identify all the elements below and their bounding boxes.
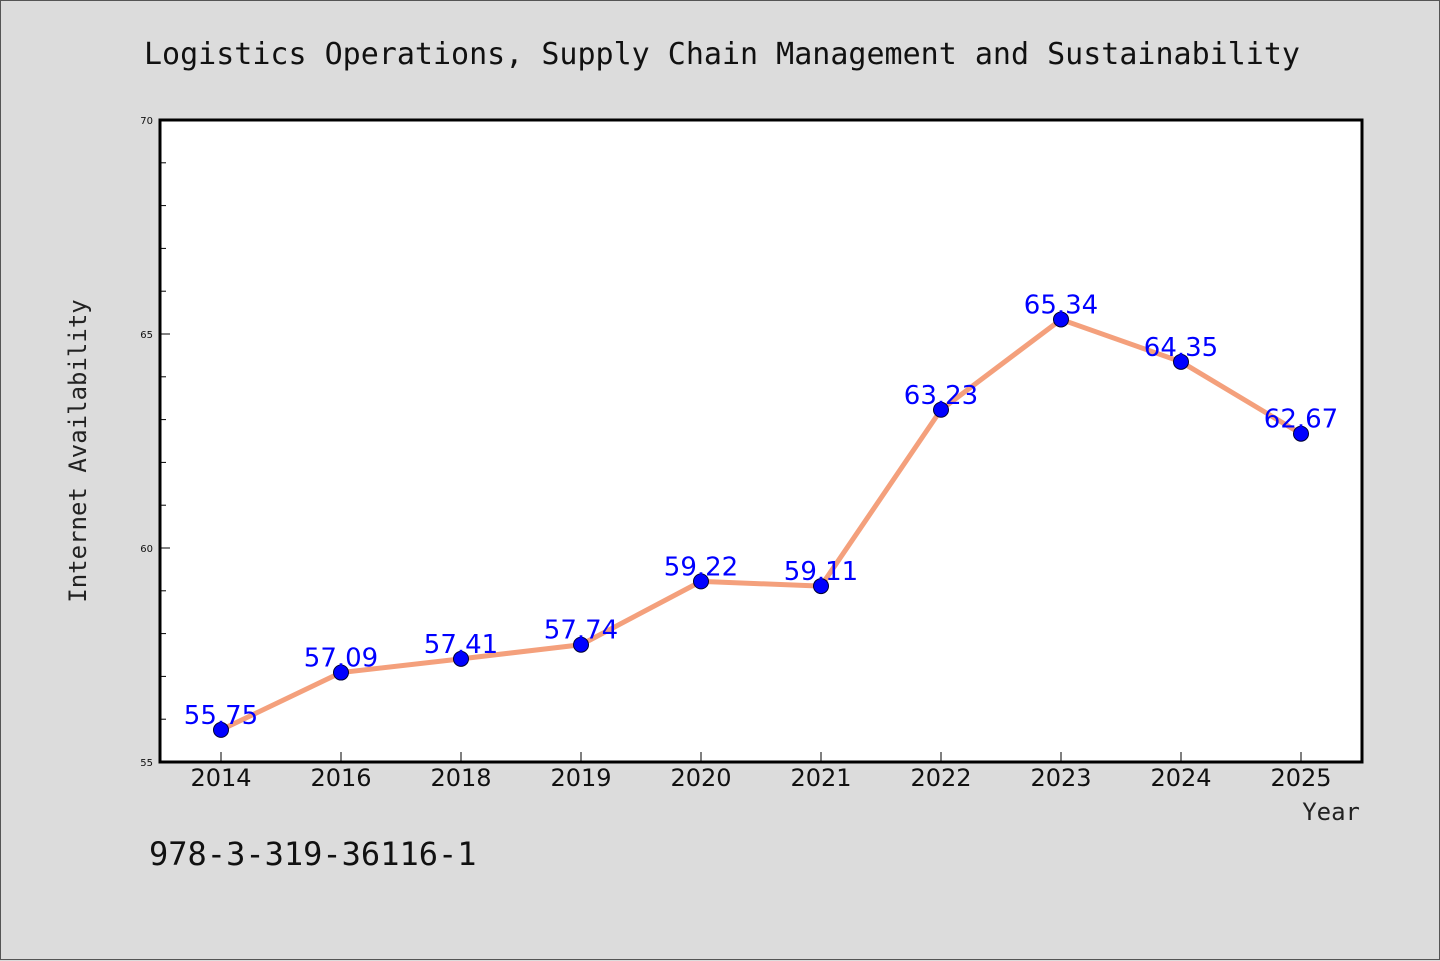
x-tick-label: 2021 [790, 764, 851, 792]
data-point [933, 401, 949, 418]
data-point [693, 573, 709, 590]
data-value-label: 64.35 [1144, 333, 1218, 363]
y-tick-label: 70 [140, 116, 153, 127]
chart-title: Logistics Operations, Supply Chain Manag… [144, 37, 1300, 72]
x-tick-label: 2020 [670, 764, 731, 792]
x-tick-label: 2022 [910, 764, 971, 792]
data-point [1053, 311, 1069, 328]
y-axis-label: Internet Availability [64, 299, 92, 602]
y-tick-label: 60 [140, 544, 153, 555]
data-value-label: 55.75 [184, 701, 258, 731]
plot-area [158, 118, 1364, 764]
data-value-label: 65.34 [1024, 290, 1098, 320]
data-point [573, 636, 589, 653]
x-tick-label: 2025 [1270, 764, 1331, 792]
data-point [1293, 425, 1309, 442]
x-tick-label: 2019 [550, 764, 611, 792]
data-value-label: 57.09 [304, 644, 378, 674]
data-labels: 55.75 57.09 57.41 57.74 59.22 59.11 63.23 65.34… [184, 290, 1338, 730]
y-tick-label: 55 [140, 758, 153, 769]
x-tick-label: 2023 [1030, 764, 1091, 792]
data-point [813, 578, 829, 595]
x-tick-label: 2014 [190, 764, 251, 792]
data-value-label: 59.11 [784, 557, 858, 587]
data-value-label: 57.41 [424, 630, 498, 660]
isbn-footnote: 978-3-319-36116-1 [149, 835, 477, 873]
y-tick-label: 65 [140, 330, 153, 341]
x-tick-label: 2024 [1150, 764, 1211, 792]
data-value-label: 62.67 [1264, 405, 1338, 435]
data-value-label: 59.22 [664, 552, 738, 582]
data-value-label: 63.23 [904, 381, 978, 411]
x-axis-ticks: 2014 2016 2018 2019 2020 2021 2022 2023 2024 2025 [190, 752, 1332, 792]
x-axis-label: Year [1302, 798, 1360, 826]
data-point [1173, 353, 1189, 370]
x-tick-label: 2018 [430, 764, 491, 792]
data-point [453, 650, 469, 667]
x-tick-label: 2016 [310, 764, 371, 792]
y-axis-ticks: 55 60 65 70 [140, 116, 170, 769]
data-markers [213, 311, 1309, 738]
data-point [333, 664, 349, 681]
series-line [218, 316, 1304, 733]
data-point [213, 721, 229, 738]
data-value-label: 57.74 [544, 616, 618, 646]
